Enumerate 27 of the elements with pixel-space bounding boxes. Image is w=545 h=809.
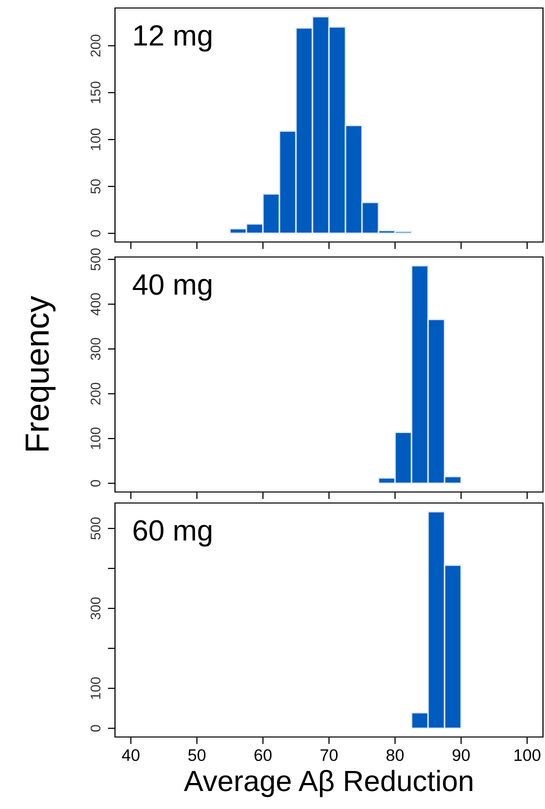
y-tick-label: 500 — [90, 517, 100, 540]
y-tick-label: 500 — [90, 248, 100, 270]
y-tick-label: 400 — [90, 293, 100, 316]
x-tick-label: 80 — [386, 749, 404, 762]
annotation: 40 mg — [132, 274, 212, 301]
y-tick-label: 100 — [90, 677, 100, 699]
x-axis-title: Average Aβ Reduction — [184, 770, 472, 798]
x-tick-label: 40 — [122, 749, 140, 762]
y-tick-label: 200 — [90, 34, 100, 57]
x-tick-label: 50 — [188, 749, 206, 762]
x-tick-label: 100 — [514, 749, 540, 762]
y-axis-title: Frequency — [26, 296, 56, 451]
y-tick-label: 0 — [90, 480, 100, 487]
y-tick-label: 50 — [90, 179, 100, 194]
y-tick-label: 300 — [90, 338, 100, 360]
annotation: 12 mg — [134, 25, 212, 52]
x-tick-label: 90 — [452, 749, 470, 762]
y-tick-label: 200 — [90, 382, 100, 405]
y-tick-label: 150 — [90, 82, 100, 104]
y-tick-label: 100 — [90, 128, 100, 150]
y-tick-label: 0 — [90, 230, 100, 237]
y-tick-label: 100 — [90, 427, 100, 450]
x-tick-label: 70 — [320, 749, 338, 762]
y-tick-label: 300 — [90, 597, 100, 620]
annotation: 60 mg — [134, 520, 212, 547]
x-tick-label: 60 — [254, 749, 272, 762]
y-tick-label: 0 — [90, 725, 100, 732]
